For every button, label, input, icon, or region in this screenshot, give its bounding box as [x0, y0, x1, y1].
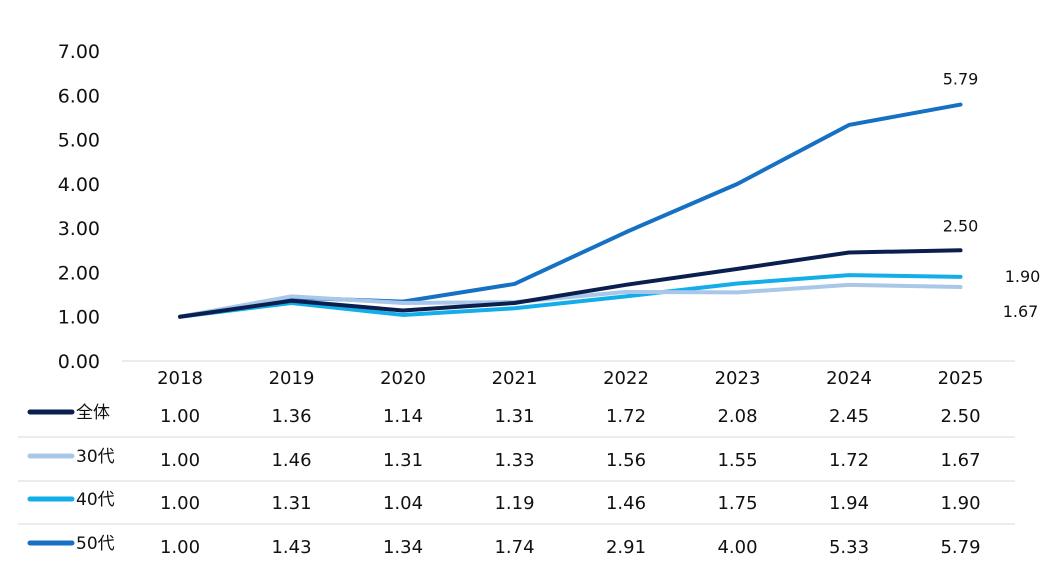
y-tick-label: 7.00	[58, 41, 100, 63]
y-tick-label: 6.00	[58, 85, 100, 107]
table-cell: 4.00	[717, 537, 757, 558]
table-row: 50代 1.00 1.43 1.34 1.74 2.91 4.00 5.33 5.79	[27, 534, 981, 558]
y-tick-label: 2.00	[58, 262, 100, 284]
y-axis: 0.00 1.00 2.00 3.00 4.00 5.00 6.00 7.00	[58, 41, 100, 373]
table-cell: 1.94	[829, 493, 869, 514]
series-lines	[178, 102, 963, 319]
x-axis: 2018 2019 2020 2021 2022 2023 2024 2025	[157, 368, 983, 389]
table-cell: 1.56	[606, 450, 646, 471]
table-cell: 1.33	[494, 450, 534, 471]
table-cell: 1.55	[717, 450, 757, 471]
x-tick-label: 2023	[715, 368, 761, 389]
table-cell: 1.90	[940, 493, 980, 514]
table-cell: 2.08	[717, 406, 757, 427]
x-tick-label: 2018	[157, 368, 203, 389]
table-row: 全体 1.00 1.36 1.14 1.31 1.72 2.08 2.45 2.50	[27, 403, 981, 427]
table-cell: 5.33	[829, 537, 869, 558]
x-tick-label: 2020	[380, 368, 426, 389]
table-cell: 5.79	[940, 537, 980, 558]
x-tick-label: 2025	[938, 368, 984, 389]
x-tick-label: 2024	[826, 368, 872, 389]
table-cell: 1.34	[383, 537, 423, 558]
series-line-30代	[178, 282, 963, 319]
table-cell: 1.36	[271, 406, 311, 427]
end-label-30代: 1.67	[1003, 302, 1039, 321]
data-table: 全体 1.00 1.36 1.14 1.31 1.72 2.08 2.45 2.50 30代 1.0…	[18, 403, 1015, 558]
y-tick-label: 4.00	[58, 174, 100, 196]
table-row: 30代 1.00 1.46 1.31 1.33 1.56 1.55 1.72 1.67	[27, 447, 981, 471]
y-tick-label: 1.00	[58, 307, 100, 329]
table-cell: 1.00	[160, 406, 200, 427]
table-cell: 1.46	[271, 450, 311, 471]
end-labels: 2.50 1.67 1.90 5.79	[943, 70, 1041, 321]
x-tick-label: 2019	[269, 368, 315, 389]
table-cell: 1.46	[606, 493, 646, 514]
x-tick-label: 2021	[492, 368, 538, 389]
legend-label: 30代	[76, 447, 115, 467]
end-label-50代: 5.79	[943, 70, 979, 89]
y-tick-label: 5.00	[58, 130, 100, 152]
table-cell: 2.50	[940, 406, 980, 427]
table-cell: 1.14	[383, 406, 423, 427]
table-cell: 1.19	[494, 493, 534, 514]
table-cell: 2.45	[829, 406, 869, 427]
table-cell: 1.67	[940, 450, 980, 471]
y-tick-label: 3.00	[58, 218, 100, 240]
table-cell: 1.04	[383, 493, 423, 514]
table-cell: 1.00	[160, 493, 200, 514]
table-cell: 1.31	[271, 493, 311, 514]
table-cell: 1.72	[606, 406, 646, 427]
end-label-40代: 1.90	[1005, 267, 1041, 286]
table-cell: 1.75	[717, 493, 757, 514]
series-line-40代	[178, 273, 963, 319]
table-cell: 1.74	[494, 537, 534, 558]
x-tick-label: 2022	[603, 368, 649, 389]
legend-label: 40代	[76, 490, 115, 510]
table-cell: 2.91	[606, 537, 646, 558]
legend-label: 全体	[76, 403, 110, 423]
table-cell: 1.31	[494, 406, 534, 427]
table-cell: 1.72	[829, 450, 869, 471]
legend-label: 50代	[76, 534, 115, 554]
table-cell: 1.00	[160, 450, 200, 471]
y-tick-label: 0.00	[58, 351, 100, 373]
table-row: 40代 1.00 1.31 1.04 1.19 1.46 1.75 1.94 1.90	[27, 490, 981, 514]
end-label-全体: 2.50	[943, 216, 979, 235]
table-cell: 1.00	[160, 537, 200, 558]
series-line-全体	[178, 248, 963, 319]
table-cell: 1.31	[383, 450, 423, 471]
table-cell: 1.43	[271, 537, 311, 558]
